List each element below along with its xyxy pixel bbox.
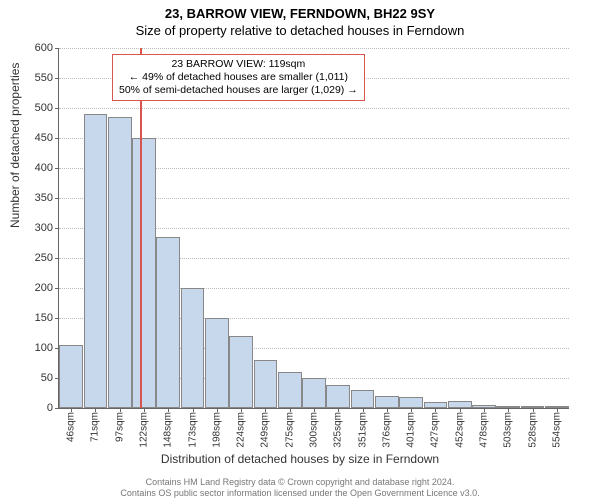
gridline xyxy=(59,108,569,109)
chart-area: 05010015020025030035040045050055060046sq… xyxy=(58,48,568,408)
ytick-mark xyxy=(55,78,59,79)
ytick-mark xyxy=(55,168,59,169)
histogram-bar xyxy=(254,360,278,408)
ytick-label: 450 xyxy=(13,132,53,144)
ytick-mark xyxy=(55,408,59,409)
xtick-label: 503sqm xyxy=(503,412,514,448)
page-title: 23, BARROW VIEW, FERNDOWN, BH22 9SY xyxy=(0,0,600,21)
marker-info-box: 23 BARROW VIEW: 119sqm ← 49% of detached… xyxy=(112,54,365,101)
ytick-mark xyxy=(55,48,59,49)
xtick-label: 300sqm xyxy=(309,412,320,448)
histogram-bar xyxy=(59,345,83,408)
x-axis-label: Distribution of detached houses by size … xyxy=(0,452,600,466)
histogram-bar xyxy=(229,336,253,408)
page-subtitle: Size of property relative to detached ho… xyxy=(0,21,600,38)
histogram-bar xyxy=(278,372,302,408)
xtick-label: 148sqm xyxy=(163,412,174,448)
histogram-bar xyxy=(399,397,423,408)
xtick-label: 452sqm xyxy=(454,412,465,448)
xtick-label: 224sqm xyxy=(236,412,247,448)
ytick-mark xyxy=(55,138,59,139)
xtick-label: 122sqm xyxy=(139,412,150,448)
xtick-label: 351sqm xyxy=(357,412,368,448)
histogram-bar xyxy=(156,237,180,408)
histogram-bar xyxy=(205,318,229,408)
ytick-mark xyxy=(55,228,59,229)
ytick-label: 400 xyxy=(13,162,53,174)
ytick-mark xyxy=(55,258,59,259)
ytick-label: 550 xyxy=(13,72,53,84)
info-line-2: ← 49% of detached houses are smaller (1,… xyxy=(119,71,358,84)
xtick-label: 71sqm xyxy=(90,412,101,442)
xtick-label: 198sqm xyxy=(211,412,222,448)
gridline xyxy=(59,48,569,49)
ytick-mark xyxy=(55,318,59,319)
ytick-label: 50 xyxy=(13,372,53,384)
histogram-bar xyxy=(326,385,350,408)
xtick-label: 275sqm xyxy=(284,412,295,448)
histogram-bar xyxy=(302,378,326,408)
histogram-bar xyxy=(448,401,472,408)
xtick-label: 528sqm xyxy=(527,412,538,448)
xtick-label: 427sqm xyxy=(430,412,441,448)
xtick-label: 173sqm xyxy=(187,412,198,448)
histogram-bar xyxy=(351,390,375,408)
histogram-bar xyxy=(108,117,132,408)
xtick-label: 478sqm xyxy=(479,412,490,448)
xtick-label: 554sqm xyxy=(551,412,562,448)
ytick-label: 150 xyxy=(13,312,53,324)
ytick-label: 0 xyxy=(13,402,53,414)
ytick-label: 500 xyxy=(13,102,53,114)
info-line-3: 50% of semi-detached houses are larger (… xyxy=(119,84,358,97)
ytick-label: 200 xyxy=(13,282,53,294)
xtick-label: 97sqm xyxy=(114,412,125,442)
ytick-mark xyxy=(55,288,59,289)
xtick-label: 46sqm xyxy=(66,412,77,442)
ytick-label: 250 xyxy=(13,252,53,264)
ytick-label: 600 xyxy=(13,42,53,54)
xtick-label: 249sqm xyxy=(260,412,271,448)
marker-line xyxy=(140,48,142,408)
plot-region: 05010015020025030035040045050055060046sq… xyxy=(58,48,569,409)
footer-line-2: Contains OS public sector information li… xyxy=(0,488,600,498)
xtick-label: 376sqm xyxy=(381,412,392,448)
histogram-bar xyxy=(132,138,156,408)
chart-container: 23, BARROW VIEW, FERNDOWN, BH22 9SY Size… xyxy=(0,0,600,500)
ytick-label: 300 xyxy=(13,222,53,234)
footer: Contains HM Land Registry data © Crown c… xyxy=(0,477,600,498)
histogram-bar xyxy=(84,114,108,408)
ytick-mark xyxy=(55,108,59,109)
xtick-label: 325sqm xyxy=(333,412,344,448)
xtick-label: 401sqm xyxy=(406,412,417,448)
footer-line-1: Contains HM Land Registry data © Crown c… xyxy=(0,477,600,487)
ytick-label: 100 xyxy=(13,342,53,354)
ytick-mark xyxy=(55,198,59,199)
histogram-bar xyxy=(181,288,205,408)
ytick-label: 350 xyxy=(13,192,53,204)
histogram-bar xyxy=(375,396,399,408)
info-line-1: 23 BARROW VIEW: 119sqm xyxy=(119,58,358,71)
